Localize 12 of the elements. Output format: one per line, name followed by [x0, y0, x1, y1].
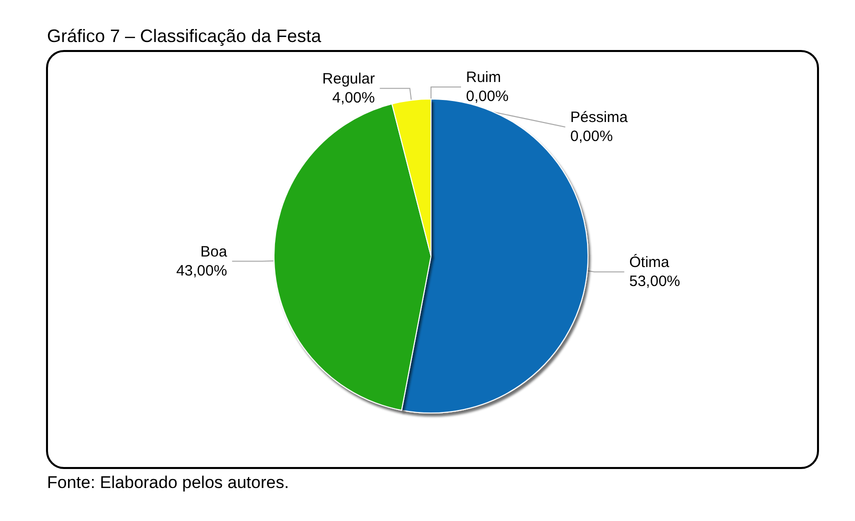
source-note: Fonte: Elaborado pelos autores. [47, 472, 289, 494]
slice-label: Regular [322, 70, 375, 88]
text: 0,00% [570, 128, 613, 145]
category-label: Ruim [466, 69, 502, 86]
slice-label: Ótima [629, 252, 670, 271]
data-label: 43,00% [176, 262, 228, 280]
text: 0,00% [466, 88, 509, 105]
category-label: Péssima [570, 109, 628, 126]
slice-label: Boa [200, 243, 228, 260]
data-label: 4,00% [332, 89, 375, 106]
chart-title: Gráfico 7 – Classificação da Festa [47, 25, 322, 47]
data-label: 53,00% [629, 272, 680, 290]
